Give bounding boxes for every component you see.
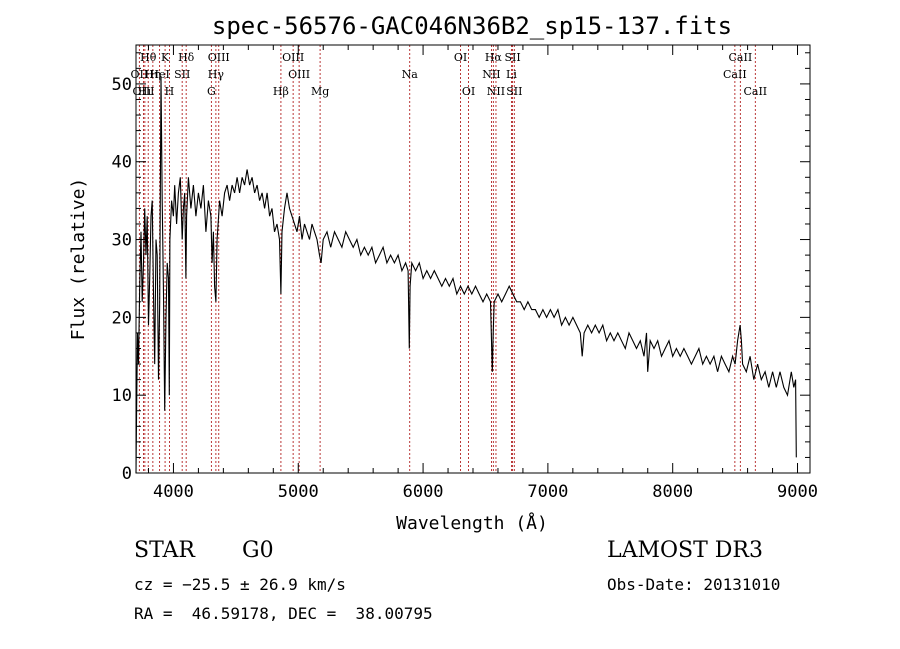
line-marker-label: SII (504, 51, 520, 64)
y-tick-label: 0 (122, 464, 132, 484)
line-marker-label: Hγ (208, 68, 225, 81)
x-tick-label: 7000 (527, 482, 568, 502)
y-tick-label: 10 (112, 386, 132, 406)
line-marker-label: HeI (149, 68, 169, 81)
redshift-velocity: cz = −25.5 ± 26.9 km/s (134, 575, 346, 594)
line-marker-label: OIII (208, 51, 230, 64)
x-tick-label: 6000 (403, 482, 444, 502)
line-marker-label: Mg (311, 85, 329, 98)
line-marker-label: OIII (288, 68, 310, 81)
line-marker-label: CaII (723, 68, 747, 81)
x-axis-label: Wavelength (Å) (396, 512, 548, 534)
line-marker-label: Hη (145, 68, 161, 81)
line-marker-label: Hα (485, 51, 503, 64)
line-marker-label: Li (506, 68, 517, 81)
x-tick-label: 9000 (777, 482, 818, 502)
line-marker-label: Hι (138, 85, 152, 98)
object-class: STAR (134, 538, 195, 563)
y-tick-label: 30 (112, 231, 132, 251)
chart-title: spec-56576-GAC046N36B2_sp15-137.fits (212, 12, 732, 40)
y-tick-label: 50 (112, 75, 132, 95)
line-marker-label: CaII (729, 51, 753, 64)
x-tick-label: 8000 (652, 482, 693, 502)
emission-line-markers (138, 45, 756, 473)
object-subclass: G0 (242, 538, 274, 563)
survey-name: LAMOST DR3 (607, 538, 763, 563)
line-marker-label: SII (174, 68, 190, 81)
observation-date: Obs-Date: 20131010 (607, 575, 781, 594)
y-tick-label: 20 (112, 308, 132, 328)
line-marker-label: Hδ (178, 51, 195, 64)
line-marker-label: Hθ (140, 51, 157, 64)
line-marker-label: OIII (132, 85, 154, 98)
line-marker-label: NII (487, 85, 505, 98)
x-tick-label: 4000 (153, 482, 194, 502)
line-marker-label: OI (462, 85, 475, 98)
y-tick-label: 40 (112, 153, 132, 173)
y-axis: 0 10 20 30 40 50 (112, 52, 810, 484)
y-axis-label: Flux (relative) (68, 178, 89, 341)
line-marker-label: OII (131, 68, 149, 81)
line-marker-label: CaII (743, 85, 767, 98)
line-marker-label: SII (506, 85, 522, 98)
line-marker-label: K (161, 51, 170, 64)
coordinates: RA = 46.59178, DEC = 38.00795 (134, 604, 433, 623)
line-marker-label: Hβ (273, 85, 289, 98)
line-marker-label: OI (454, 51, 467, 64)
x-tick-label: 5000 (278, 482, 319, 502)
line-marker-label: NII (482, 68, 500, 81)
line-marker-label: H (165, 85, 175, 98)
line-marker-label: OIII (282, 51, 304, 64)
x-axis: 4000 5000 6000 7000 8000 9000 (147, 45, 818, 502)
plot-frame (135, 44, 811, 474)
line-marker-label: Na (402, 68, 419, 81)
line-marker-label: G (207, 85, 216, 98)
spectrum-line (135, 76, 797, 474)
